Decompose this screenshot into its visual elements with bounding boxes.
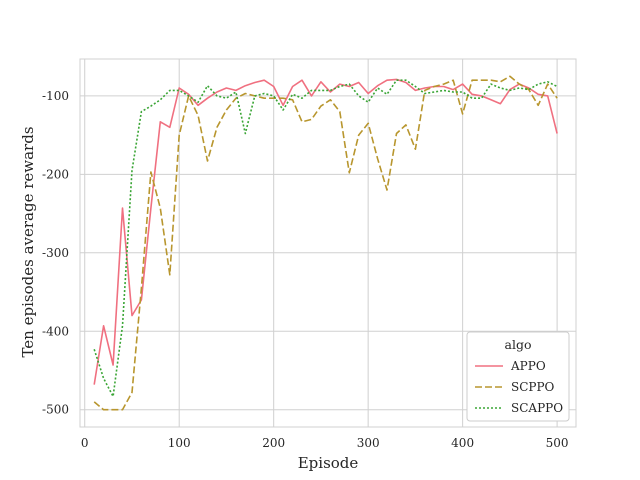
y-tick-label: -200: [42, 167, 69, 181]
x-tick-label: 400: [451, 436, 474, 450]
y-axis-label: Ten episodes average rewards: [19, 126, 37, 357]
series-line-scappo: [93, 79, 558, 398]
legend-label-scppo: SCPPO: [511, 380, 555, 394]
x-tick-label: 500: [546, 436, 569, 450]
legend-items: APPO SCPPO SCAPPO: [475, 359, 563, 415]
y-tick-label: -300: [42, 246, 69, 260]
legend-label-scappo: SCAPPO: [511, 401, 563, 415]
legend: algo APPO SCPPO SCAPPO: [466, 331, 570, 422]
x-axis-label: Episode: [298, 454, 359, 472]
legend-box: [466, 331, 570, 422]
tick-labels: 0 100 200 300 400 500 -500 -400 -300 -200 -100: [42, 89, 569, 450]
y-tick-label: -100: [42, 89, 69, 103]
legend-label-appo: APPO: [510, 359, 546, 373]
grid: [80, 59, 576, 427]
y-tick-label: -400: [42, 324, 69, 338]
x-tick-label: 100: [168, 436, 191, 450]
x-tick-label: 0: [81, 436, 89, 450]
y-tick-label: -500: [42, 403, 69, 417]
legend-title: algo: [505, 337, 532, 352]
plot-frame: [79, 58, 577, 428]
series-line-scppo: [93, 75, 558, 411]
series-line-appo: [93, 78, 558, 385]
x-tick-label: 200: [262, 436, 285, 450]
series-lines: [93, 75, 558, 411]
x-tick-label: 300: [357, 436, 380, 450]
